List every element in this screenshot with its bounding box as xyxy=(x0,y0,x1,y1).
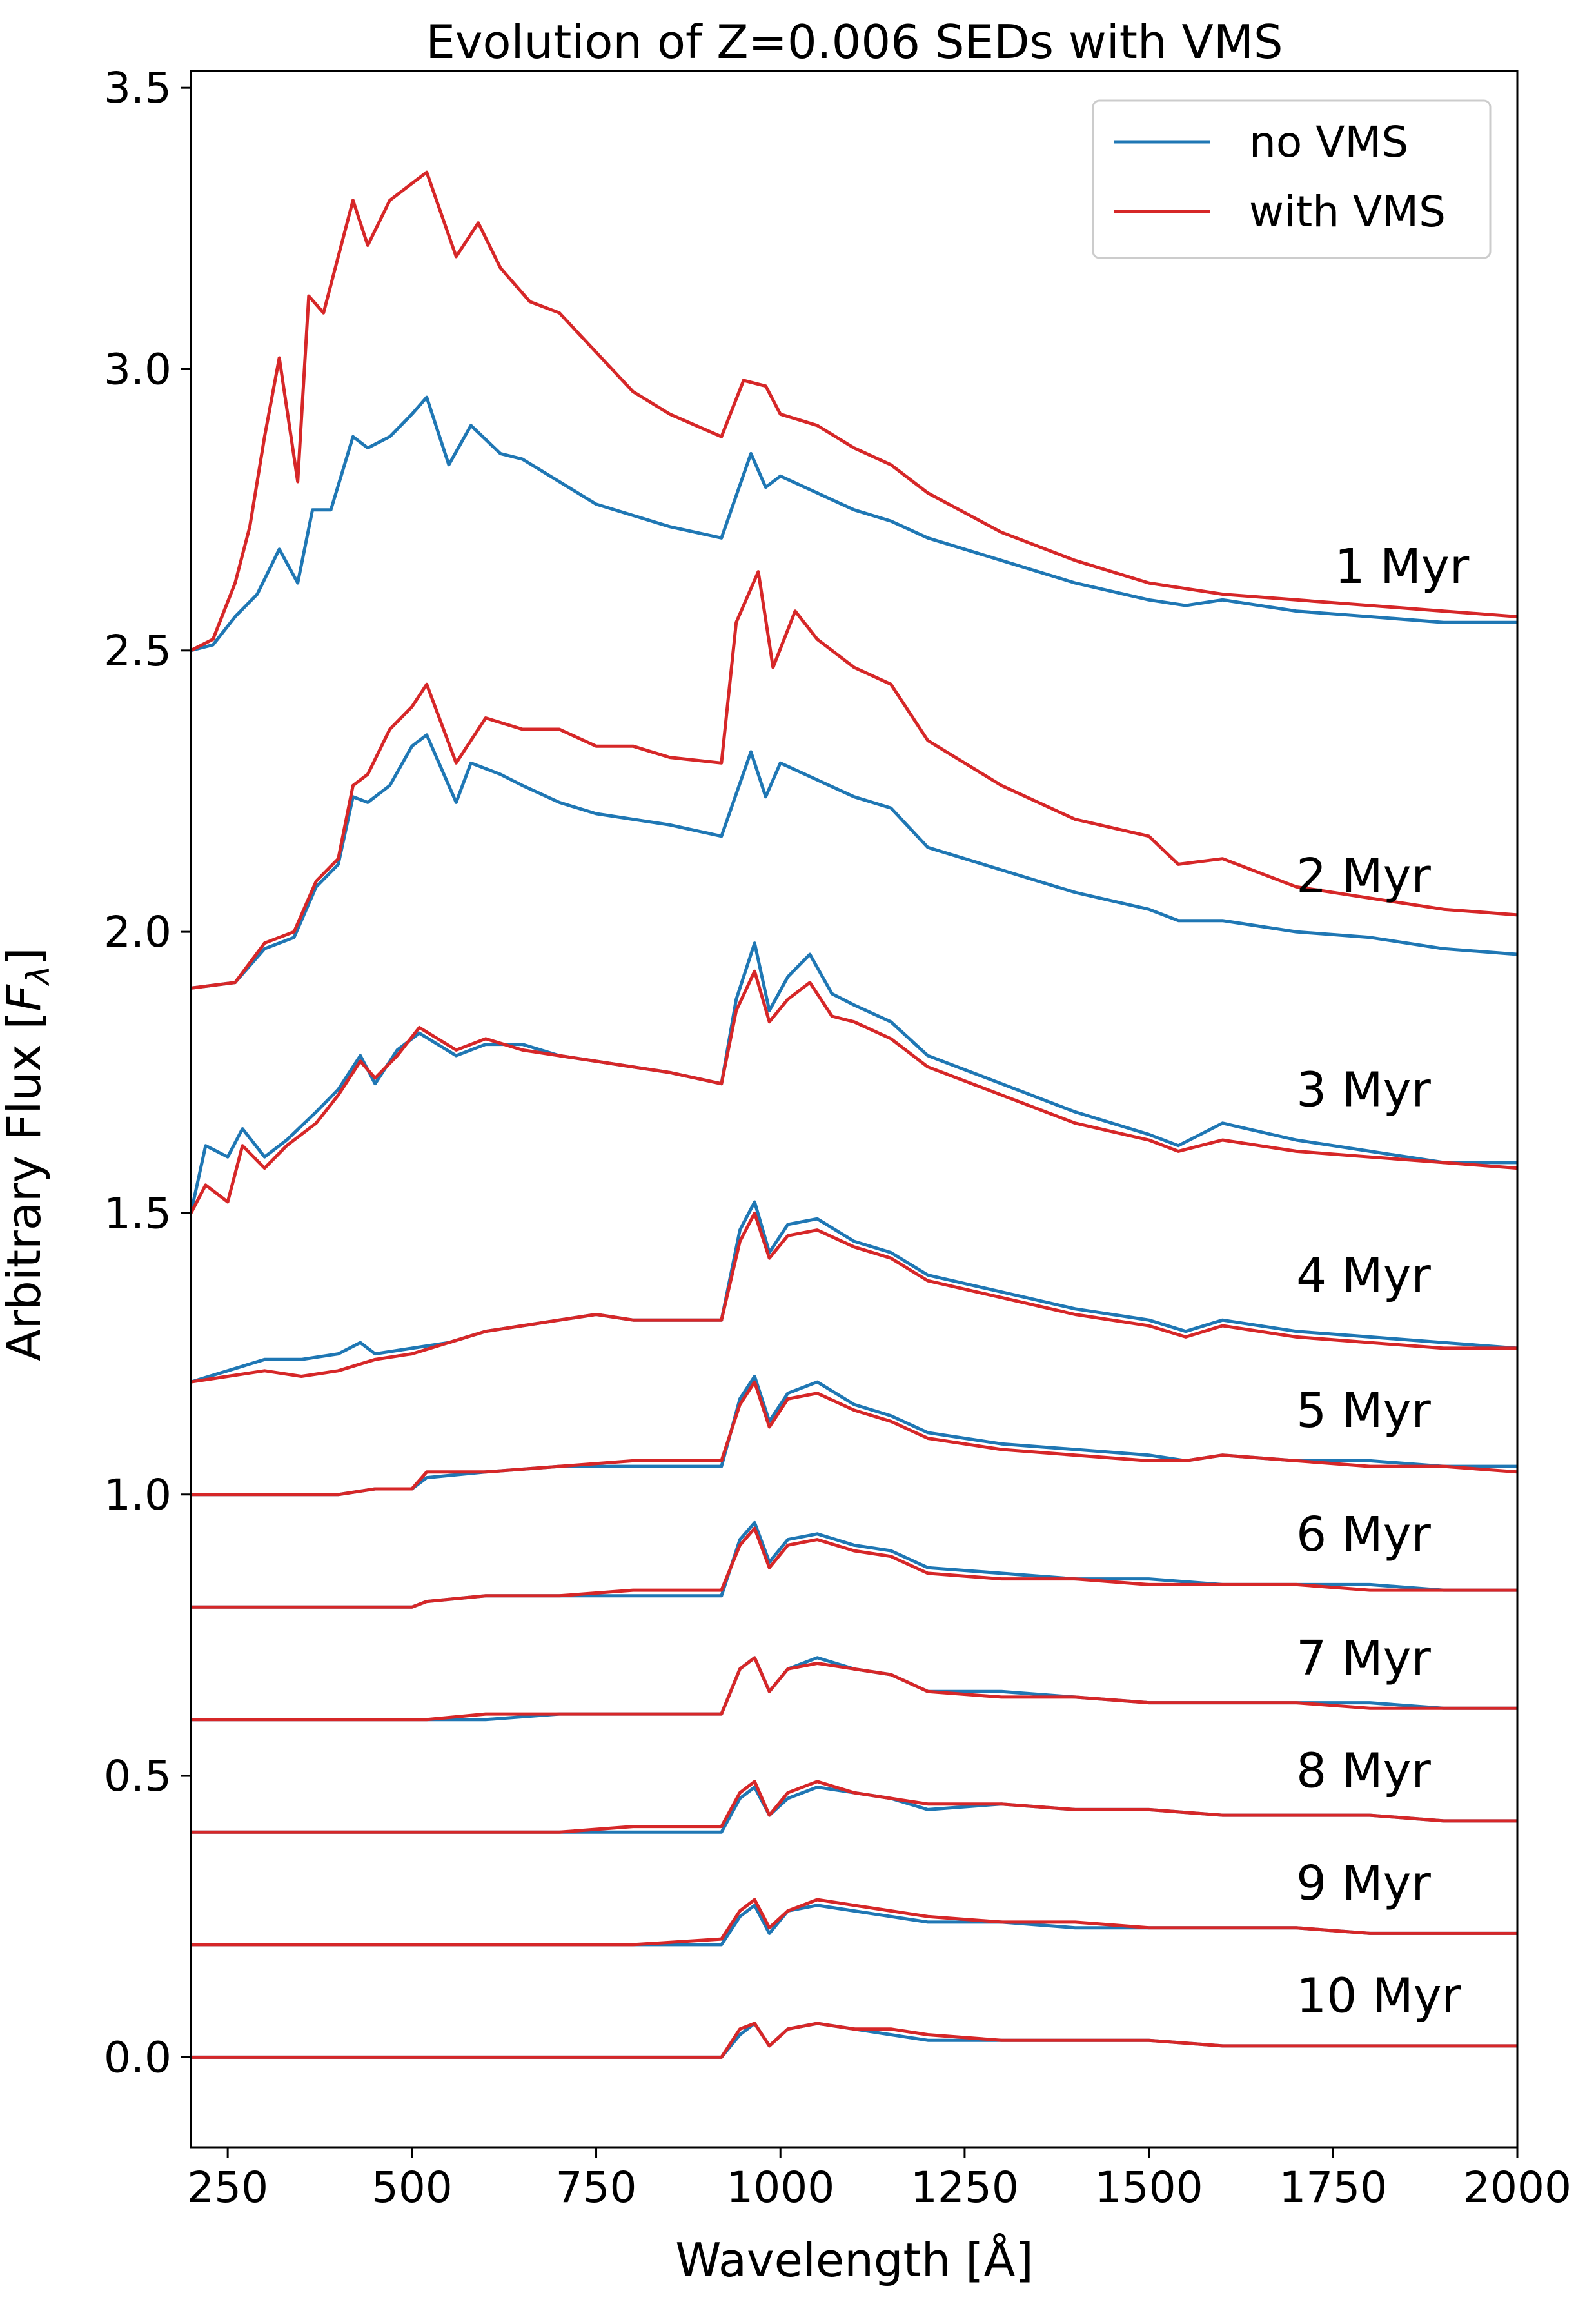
x-axis-label: Wavelength [Å] xyxy=(675,2233,1033,2287)
series-line-with-vms-2-myr xyxy=(191,570,1517,990)
legend-label: with VMS xyxy=(1249,187,1446,237)
series-line-with-vms-9-myr xyxy=(191,1898,1517,1947)
y-tick-label: 0.5 xyxy=(104,1751,172,1801)
axis-ticks: 250 500 750 1000 1250 1500 1750 2000 0.0 0.5 1.0 1.… xyxy=(104,63,1571,2212)
series-line-with-vms-1-myr xyxy=(191,170,1517,653)
age-label: 10 Myr xyxy=(1296,1969,1461,2024)
x-tick-label: 750 xyxy=(556,2163,637,2212)
y-tick-label: 0.0 xyxy=(104,2032,172,2082)
y-axis-label: Arbitrary Flux [Fλ] xyxy=(0,947,57,1361)
age-label: 4 Myr xyxy=(1296,1248,1431,1304)
age-label: 6 Myr xyxy=(1296,1507,1431,1562)
y-tick-label: 1.0 xyxy=(104,1470,172,1520)
series-line-with-vms-5-myr xyxy=(191,1380,1517,1497)
chart-title: Evolution of Z=0.006 SEDs with VMS xyxy=(426,15,1283,69)
x-tick-label: 250 xyxy=(187,2163,268,2212)
age-label: 9 Myr xyxy=(1296,1856,1431,1911)
series-line-with-vms-10-myr xyxy=(191,2022,1517,2059)
age-label: 3 Myr xyxy=(1296,1063,1431,1118)
series-line-no-vms-1-myr xyxy=(191,395,1517,653)
plot-frame xyxy=(190,70,1519,2149)
age-label: 7 Myr xyxy=(1296,1631,1431,1686)
plot-area xyxy=(191,170,1517,2059)
x-tick-label: 2000 xyxy=(1463,2163,1571,2212)
series-line-with-vms-7-myr xyxy=(191,1656,1517,1722)
series-line-with-vms-6-myr xyxy=(191,1526,1517,1609)
series-line-no-vms-2-myr xyxy=(191,733,1517,990)
x-tick-label: 1750 xyxy=(1279,2163,1387,2212)
age-label: 5 Myr xyxy=(1296,1383,1431,1439)
legend: no VMS with VMS xyxy=(1092,99,1492,259)
series-line-with-vms-8-myr xyxy=(191,1780,1517,1834)
x-tick-label: 1250 xyxy=(911,2163,1019,2212)
x-tick-label: 1000 xyxy=(726,2163,834,2212)
age-label: 1 Myr xyxy=(1335,539,1470,595)
legend-box xyxy=(1092,99,1492,259)
age-label: 8 Myr xyxy=(1296,1744,1431,1799)
x-tick-label: 500 xyxy=(371,2163,453,2212)
y-tick-label: 2.0 xyxy=(104,907,172,957)
series-line-with-vms-3-myr xyxy=(191,969,1517,1214)
y-tick-label: 3.5 xyxy=(104,63,172,113)
age-label: 2 Myr xyxy=(1296,849,1431,904)
y-tick-label: 2.5 xyxy=(104,626,172,676)
x-tick-label: 1500 xyxy=(1095,2163,1203,2212)
legend-label: no VMS xyxy=(1249,117,1408,167)
series-line-no-vms-4-myr xyxy=(191,1200,1517,1384)
age-annotations: 1 Myr 2 Myr 3 Myr 4 Myr 5 Myr 6 Myr 7 Myr 8 Myr… xyxy=(1296,539,1470,2023)
y-axis-label-group: Arbitrary Flux [Fλ] xyxy=(0,947,57,1361)
y-tick-label: 1.5 xyxy=(104,1188,172,1238)
series-line-with-vms-4-myr xyxy=(191,1211,1517,1384)
y-tick-label: 3.0 xyxy=(104,344,172,394)
